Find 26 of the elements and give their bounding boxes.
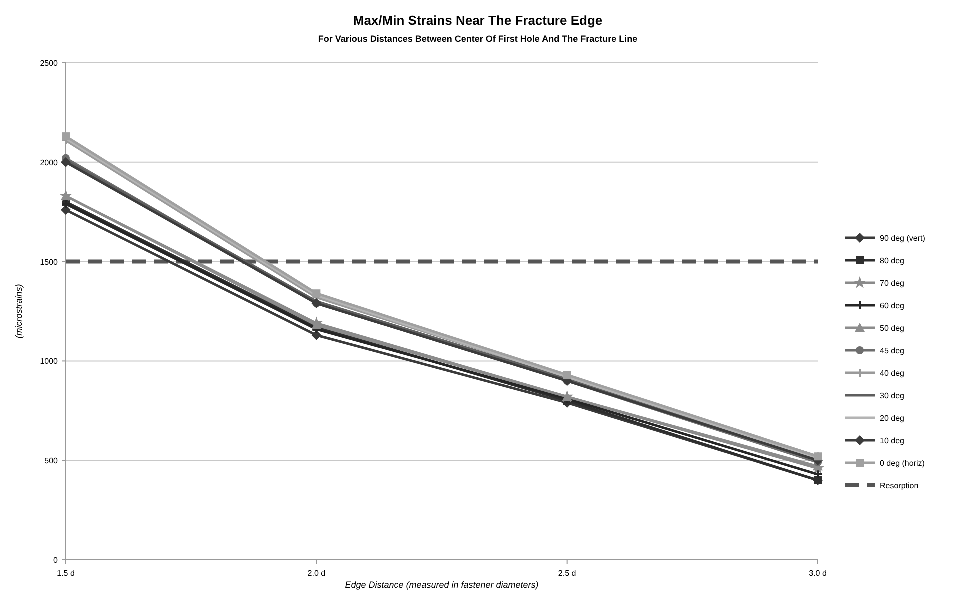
- x-tick-label: 2.0 d: [308, 569, 326, 578]
- chart-title: Max/Min Strains Near The Fracture Edge: [353, 13, 603, 28]
- y-tick-label: 500: [44, 456, 59, 466]
- legend-label: 60 deg: [880, 302, 904, 310]
- x-tick-label: 3.0 d: [809, 569, 827, 578]
- x-tick-label: 1.5 d: [57, 569, 75, 578]
- y-axis-title: (microstrains): [14, 284, 24, 339]
- x-axis-title: Edge Distance (measured in fastener diameters): [345, 580, 539, 590]
- legend-label: 10 deg: [880, 436, 904, 446]
- y-tick-label: 2000: [40, 158, 59, 168]
- legend-label: Resorption: [880, 482, 919, 490]
- legend-label: 80 deg: [880, 256, 904, 266]
- legend-label: 50 deg: [880, 324, 904, 333]
- legend-label: 40 deg: [880, 369, 904, 378]
- legend-label: 45 deg: [880, 346, 904, 356]
- chart-subtitle: For Various Distances Between Center Of First Hole And The Fracture Line: [318, 34, 638, 44]
- legend-label: 0 deg (horiz): [880, 459, 926, 468]
- legend-label: 20 deg: [880, 414, 904, 423]
- x-tick-label: 2.5 d: [558, 569, 576, 578]
- y-tick-label: 1000: [40, 357, 59, 366]
- legend-label: 30 deg: [880, 392, 904, 400]
- y-tick-label: 1500: [40, 258, 59, 267]
- y-tick-label: 2500: [40, 59, 59, 68]
- legend-label: 70 deg: [880, 279, 904, 288]
- legend-label: 90 deg (vert): [880, 234, 926, 243]
- y-tick-label: 0: [54, 556, 59, 565]
